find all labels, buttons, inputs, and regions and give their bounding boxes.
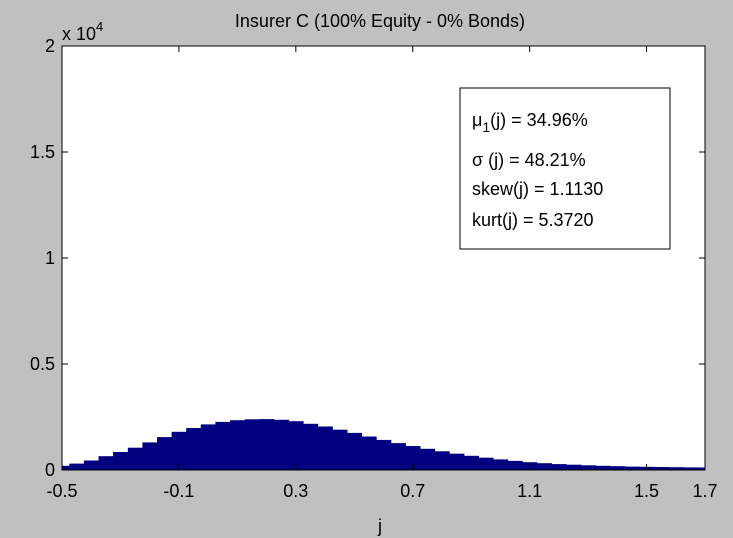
x-tick-label: 0.7 [400,481,425,501]
stats-line: μ1(j) = 34.96% [472,110,588,135]
histogram-bar [288,421,304,470]
histogram-bar [405,446,421,470]
histogram-bar [69,463,85,470]
stats-box-frame [459,87,671,250]
histogram-bar [127,447,143,470]
x-tick-label: -0.1 [163,481,194,501]
histogram-bar [259,419,275,470]
stats-box: μ1(j) = 34.96% σ (j) = 48.21% skew(j) = 1.… [459,87,671,250]
histogram-bar [171,431,187,470]
histogram-bar [200,424,216,470]
histogram-bar [62,465,70,470]
histogram-bar [390,443,406,470]
histogram-bar [347,432,363,470]
x-tick-label: 1.1 [517,481,542,501]
histogram-bar [303,423,319,470]
histogram-bar [376,439,392,470]
stats-value: skew(j) = 1.1130 [472,179,603,199]
y-exponent-power: 4 [96,19,103,34]
histogram-bar [610,466,626,470]
histogram-bar [244,419,260,470]
histogram-bar [317,426,333,470]
y-exponent-label: x 104 [62,19,103,44]
histogram-bar [157,437,173,470]
y-tick-label: 2 [45,36,55,56]
histogram-bar [449,453,465,470]
histogram-bar [420,448,436,470]
y-tick-label: 1.5 [30,142,55,162]
histogram-bar [83,460,99,470]
histogram-bar [507,460,523,470]
x-axis-label: j [377,516,382,536]
stats-line: σ (j) = 48.21% [472,150,586,170]
x-tick-label: 1.7 [692,481,717,501]
histogram-bar [580,465,596,470]
stats-symbol: σ [472,150,483,170]
histogram-bar [434,451,450,470]
histogram-bar [478,457,494,470]
histogram-bar [361,436,377,470]
stats-line: skew(j) = 1.1130 [472,179,603,199]
stats-value: (j) = 48.21% [483,150,586,170]
histogram-bar [142,442,158,470]
bars [62,419,706,470]
histogram-bar [215,421,231,470]
histogram-bar [624,466,640,470]
stats-line: kurt(j) = 5.3720 [472,210,594,230]
histogram-bar [332,429,348,470]
histogram-bar [113,452,129,470]
histogram-bar [463,455,479,470]
x-tick-label: 0.3 [283,481,308,501]
histogram-bar [98,456,114,470]
y-exponent-base: x 10 [62,24,96,44]
chart-title: Insurer C (100% Equity - 0% Bonds) [235,11,525,31]
histogram-bar [536,463,552,470]
stats-value: kurt(j) = 5.3720 [472,210,594,230]
histogram-bar [653,467,669,470]
histogram-bar [230,420,246,470]
y-tick-label: 0 [45,460,55,480]
stats-lines: μ1(j) = 34.96% σ (j) = 48.21% skew(j) = 1.… [472,110,603,230]
x-tick-label: -0.5 [46,481,77,501]
stats-symbol: μ [472,110,482,130]
x-ticks: -0.5 -0.1 0.3 0.7 1.1 1.5 1.7 [46,46,718,501]
histogram-bar [683,467,699,470]
y-tick-label: 1 [45,248,55,268]
histogram-bar [186,428,202,470]
histogram-bar [551,464,567,470]
stats-value: (j) = 34.96% [490,110,588,130]
histogram-bar [493,459,509,470]
y-ticks: 0 0.5 1 1.5 2 [30,36,705,480]
histogram-bar [595,465,611,470]
x-tick-label: 1.5 [634,481,659,501]
histogram-bar [273,419,289,470]
histogram-bar [566,464,582,470]
stats-subscript: 1 [482,119,490,135]
y-tick-label: 0.5 [30,354,55,374]
histogram-bar [668,467,684,470]
histogram-bar [697,467,706,470]
